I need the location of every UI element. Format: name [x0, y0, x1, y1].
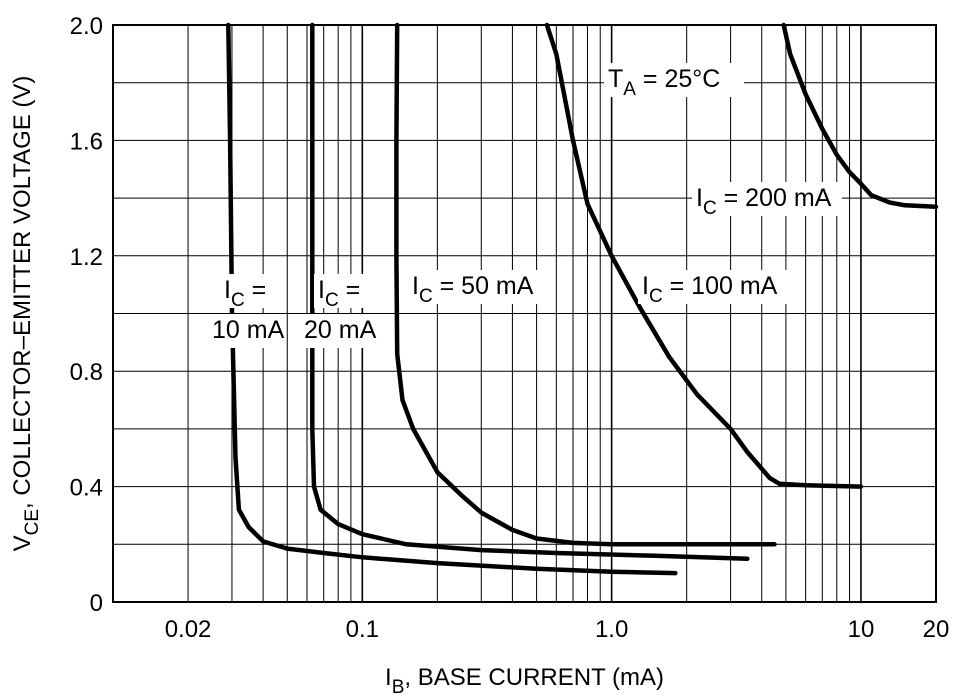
annotation-ic10a: IC =: [224, 276, 266, 311]
series-line-2: [310, 22, 750, 561]
series-line-5: [781, 22, 939, 210]
annotation-background: [604, 63, 744, 97]
annotation-background: [692, 182, 842, 216]
plot-frame: [112, 24, 937, 603]
y-tick-label: 0.8: [70, 359, 103, 386]
annotation-ic20b: 20 mA: [304, 316, 377, 344]
series-line-4: [544, 22, 864, 489]
annotation-background: [408, 270, 543, 304]
x-tick-label: 1.0: [595, 616, 628, 643]
series-layer: [226, 22, 939, 576]
y-axis-title-main: V: [9, 535, 36, 551]
x-tick-label: 20: [923, 616, 950, 643]
annotation-background: [314, 274, 369, 308]
annotation-temp: TA = 25°C: [608, 65, 720, 100]
x-axis-title-main: I: [385, 664, 392, 691]
annotation-background: [208, 314, 284, 348]
annotation-background: [220, 274, 275, 308]
x-axis-title-rest: , BASE CURRENT (mA): [404, 664, 664, 691]
annotation-background: [638, 270, 788, 304]
annotation-ic20a: IC =: [318, 276, 360, 311]
y-axis-title-sub: CE: [22, 509, 43, 535]
y-tick-label: 0: [90, 590, 103, 617]
x-axis-title: IB, BASE CURRENT (mA): [385, 664, 664, 697]
series-line-3: [394, 22, 777, 547]
y-tick-label: 1.6: [70, 128, 103, 155]
tick-labels: 0.02 0.1 1.0 10 20 0 0.4 0.8 1.2 1.6 2.0: [70, 13, 950, 643]
y-axis-title: VCE, COLLECTOR–EMITTER VOLTAGE (V): [9, 76, 43, 552]
y-axis-title-rest: , COLLECTOR–EMITTER VOLTAGE (V): [9, 76, 36, 509]
x-tick-label: 10: [848, 616, 875, 643]
annotation-ic50: IC = 50 mA: [412, 272, 534, 307]
annotation-ic100: IC = 100 mA: [642, 272, 778, 307]
y-tick-label: 0.4: [70, 475, 103, 502]
x-axis-title-sub: B: [392, 677, 405, 697]
x-tick-label: 0.1: [346, 616, 379, 643]
annotation-background: [300, 314, 378, 348]
y-tick-label: 2.0: [70, 13, 103, 40]
annotation-ic200: IC = 200 mA: [696, 184, 832, 219]
y-tick-label: 1.2: [70, 244, 103, 271]
annotation-ic10b: 10 mA: [212, 316, 285, 344]
annotation-layer: TA = 25°C IC = 10 mA IC = 20 mA IC = 50 mA IC …: [208, 63, 842, 348]
x-tick-label: 0.02: [165, 616, 212, 643]
